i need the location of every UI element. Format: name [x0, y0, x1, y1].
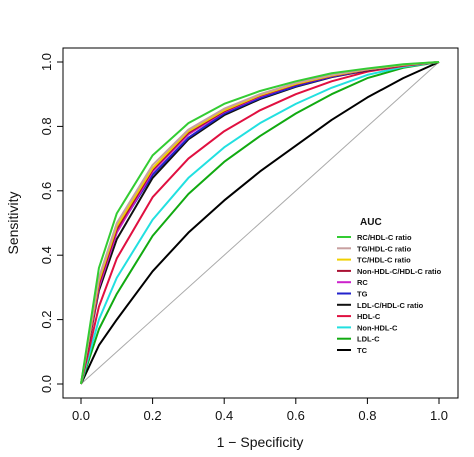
series-line-8	[80, 61, 440, 385]
series-line-10	[80, 61, 440, 385]
legend-entry-label: LDL-C/HDL-C ratio	[357, 301, 424, 310]
x-tick-label: 0.0	[72, 408, 90, 423]
series-line-1	[80, 61, 440, 385]
y-axis-title: Sensitivity	[5, 191, 21, 254]
legend-entry-label: TC/HDL-C ratio	[357, 256, 411, 265]
legend-title: AUC	[360, 217, 382, 228]
legend-entry-label: Non-HDL-C	[357, 323, 398, 332]
x-tick-label: 0.2	[144, 408, 162, 423]
y-tick-label: 0.4	[39, 246, 54, 264]
legend-entry-label: TC	[357, 346, 368, 355]
x-tick-label: 0.4	[215, 408, 233, 423]
legend-entry-label: RC/HDL-C ratio	[357, 233, 412, 242]
series-line-11	[80, 61, 440, 385]
legend-entry-label: LDL-C	[357, 335, 380, 344]
y-tick-label: 1.0	[39, 53, 54, 71]
legend: AUC RC/HDL-C ratio TG/HDL-C ratio TC/HDL-C…	[337, 217, 442, 355]
x-tick-label: 0.8	[358, 408, 376, 423]
x-tick-label: 0.6	[287, 408, 305, 423]
series-line-9	[80, 61, 440, 385]
y-tick-label: 0.2	[39, 311, 54, 329]
reference-diagonal	[80, 61, 440, 385]
legend-entry-label: Non-HDL-C/HDL-C ratio	[357, 267, 442, 276]
legend-entry-label: HDL-C	[357, 312, 381, 321]
x-tick-label: 1.0	[430, 408, 448, 423]
legend-entry-label: RC	[357, 278, 368, 287]
x-axis-title: 1 − Specificity	[217, 434, 304, 450]
plot-frame	[62, 47, 459, 399]
legend-entry-label: TG/HDL-C ratio	[357, 244, 412, 253]
y-tick-label: 0.8	[39, 117, 54, 135]
y-tick-label: 0.0	[39, 375, 54, 393]
y-tick-label: 0.6	[39, 182, 54, 200]
legend-entry-label: TG	[357, 290, 368, 299]
